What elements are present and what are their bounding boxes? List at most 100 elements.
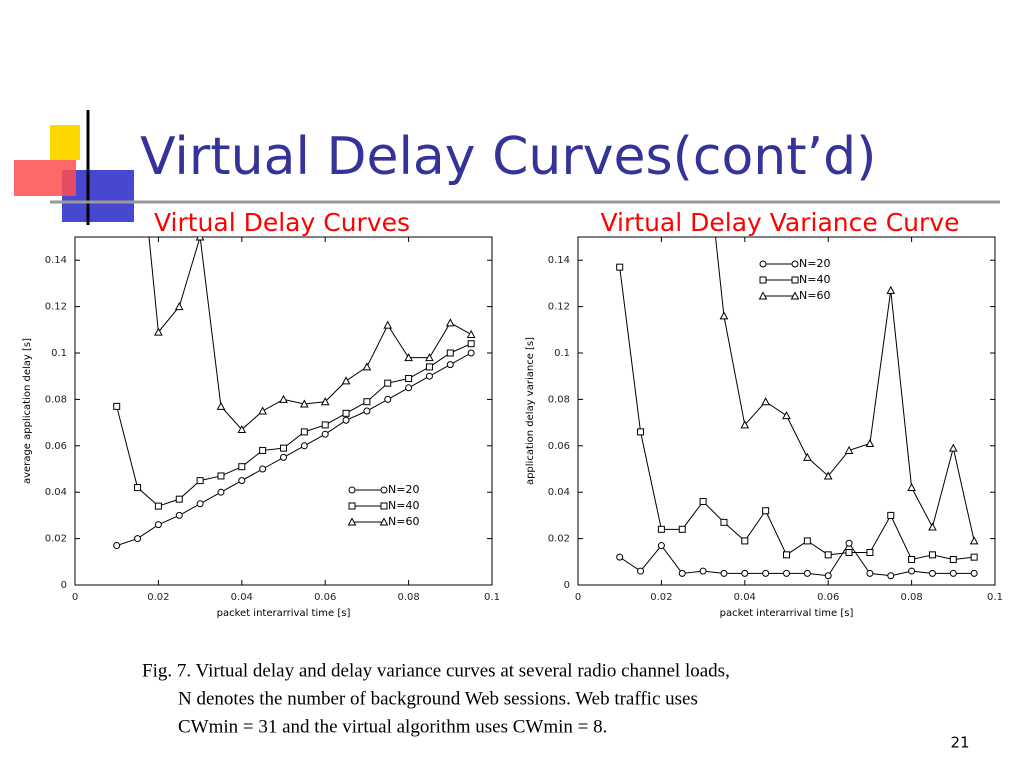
- legend-marker: [758, 291, 768, 300]
- marker: [467, 340, 475, 348]
- marker: [616, 263, 624, 271]
- y-tick-label: 0.06: [45, 441, 67, 452]
- marker: [405, 375, 413, 383]
- marker: [762, 569, 770, 577]
- marker: [467, 349, 475, 357]
- x-tick-label: 0.1: [484, 592, 500, 603]
- marker: [845, 549, 853, 557]
- caption-line: N denotes the number of background Web s…: [178, 688, 698, 709]
- marker: [384, 379, 392, 387]
- marker: [446, 361, 454, 369]
- marker: [865, 438, 875, 447]
- marker: [383, 320, 393, 329]
- marker: [657, 542, 665, 550]
- y-tick-label: 0.04: [548, 487, 570, 498]
- marker: [238, 463, 246, 471]
- legend-marker: [348, 502, 356, 510]
- marker: [280, 453, 287, 461]
- marker: [217, 488, 225, 496]
- marker: [970, 569, 978, 577]
- legend-label: N=60: [799, 289, 830, 302]
- y-axis-label: application delay variance [s]: [525, 337, 536, 485]
- marker: [425, 353, 434, 362]
- marker: [174, 302, 184, 311]
- marker: [466, 329, 476, 338]
- y-axis-label: average application delay [s]: [22, 338, 33, 484]
- x-tick-label: 0.08: [397, 592, 419, 603]
- marker: [887, 511, 895, 519]
- marker: [196, 477, 204, 485]
- marker: [803, 452, 812, 461]
- marker: [616, 553, 624, 561]
- marker: [445, 318, 455, 327]
- marker: [908, 567, 916, 575]
- deco-yellow: [50, 125, 80, 160]
- series-line: [619, 267, 975, 561]
- marker: [741, 569, 749, 577]
- legend-marker: [380, 502, 388, 510]
- marker: [782, 411, 791, 420]
- marker: [866, 569, 874, 577]
- marker: [761, 397, 770, 406]
- marker: [342, 409, 350, 417]
- legend-marker: [791, 260, 799, 268]
- marker: [259, 446, 267, 454]
- x-tick-label: 0.02: [650, 592, 672, 603]
- marker: [678, 569, 686, 577]
- y-tick-label: 0.02: [548, 534, 570, 545]
- x-axis-label: packet interarrival time [s]: [720, 608, 854, 619]
- marker: [699, 567, 707, 575]
- slide-title: Virtual Delay Curves(cont’d): [140, 127, 876, 187]
- y-tick-label: 0.06: [548, 441, 570, 452]
- marker: [740, 420, 750, 429]
- legend-marker: [759, 276, 767, 284]
- marker: [907, 483, 916, 492]
- marker: [678, 525, 686, 533]
- marker: [404, 353, 413, 362]
- marker: [341, 376, 351, 385]
- y-tick-label: 0.08: [548, 394, 570, 405]
- marker: [845, 539, 853, 547]
- marker: [342, 416, 350, 424]
- marker: [154, 502, 162, 510]
- plot-area: [616, 237, 979, 580]
- marker: [300, 442, 308, 450]
- marker: [720, 518, 728, 526]
- marker: [824, 572, 832, 580]
- y-tick-label: 0.04: [45, 487, 67, 498]
- marker: [300, 428, 308, 436]
- marker: [783, 551, 790, 559]
- y-tick-label: 0.1: [554, 348, 570, 359]
- marker: [363, 398, 371, 406]
- marker: [216, 401, 226, 410]
- legend-marker: [759, 260, 767, 268]
- marker: [134, 535, 142, 543]
- marker: [928, 551, 936, 559]
- marker: [969, 536, 979, 545]
- marker: [866, 549, 874, 557]
- marker: [783, 569, 790, 577]
- marker: [113, 542, 121, 550]
- marker: [887, 572, 895, 580]
- marker: [363, 407, 371, 415]
- y-tick-label: 0: [61, 580, 67, 591]
- y-tick-label: 0.14: [45, 255, 67, 266]
- marker: [762, 507, 770, 515]
- x-tick-label: 0.06: [817, 592, 839, 603]
- y-tick-label: 0: [564, 580, 570, 591]
- legend-label: N=20: [799, 257, 830, 270]
- marker: [741, 537, 749, 545]
- legend-label: N=40: [388, 499, 419, 512]
- legend-marker: [791, 276, 799, 284]
- marker: [175, 495, 183, 503]
- marker: [949, 569, 957, 577]
- legend-marker: [790, 291, 800, 300]
- marker: [823, 471, 833, 480]
- y-tick-label: 0.1: [51, 348, 67, 359]
- marker: [134, 118, 141, 125]
- chart-title: Virtual Delay Variance Curve: [601, 208, 960, 237]
- y-tick-label: 0.02: [45, 534, 67, 545]
- marker: [657, 525, 665, 533]
- marker: [637, 567, 645, 575]
- marker: [948, 443, 958, 452]
